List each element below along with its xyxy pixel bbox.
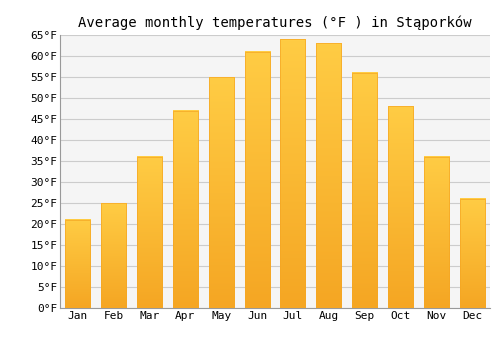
Bar xyxy=(280,39,305,308)
Bar xyxy=(316,43,342,308)
Bar xyxy=(460,199,484,308)
Title: Average monthly temperatures (°F ) in Stąporków: Average monthly temperatures (°F ) in St… xyxy=(78,15,472,30)
Bar xyxy=(244,52,270,308)
Bar xyxy=(173,111,198,308)
Bar xyxy=(208,77,234,308)
Bar xyxy=(101,203,126,308)
Bar xyxy=(66,220,90,308)
Bar xyxy=(388,106,413,308)
Bar xyxy=(352,73,377,308)
Bar xyxy=(424,157,449,308)
Bar xyxy=(137,157,162,308)
